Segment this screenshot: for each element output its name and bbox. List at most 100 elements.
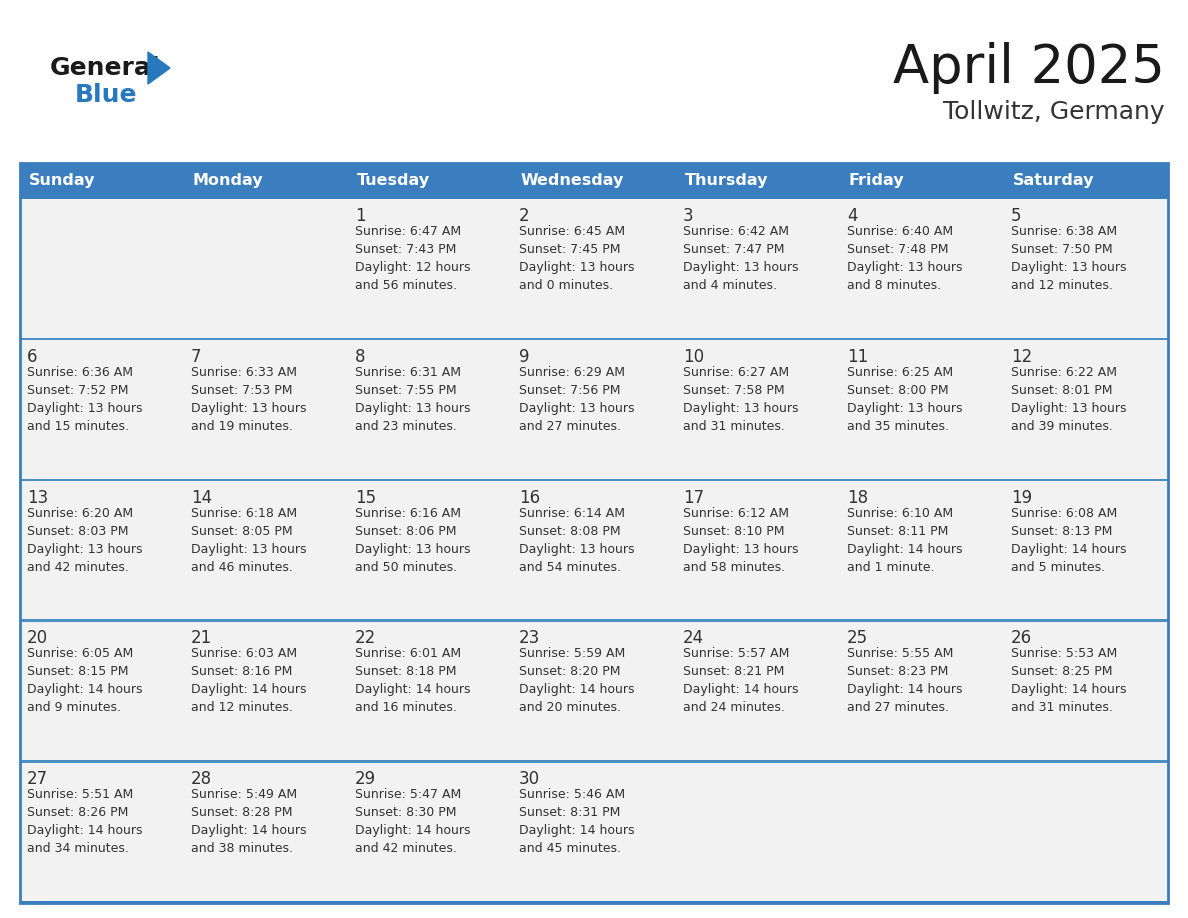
Text: 25: 25 [847, 630, 868, 647]
Text: Sunrise: 5:47 AM
Sunset: 8:30 PM
Daylight: 14 hours
and 42 minutes.: Sunrise: 5:47 AM Sunset: 8:30 PM Dayligh… [355, 789, 470, 856]
Bar [20, 338, 1168, 341]
Bar [512, 481, 676, 621]
Text: Monday: Monday [192, 174, 264, 188]
Bar [20, 760, 1168, 763]
Bar [676, 621, 840, 762]
Text: General: General [50, 56, 160, 80]
Text: Sunrise: 6:31 AM
Sunset: 7:55 PM
Daylight: 13 hours
and 23 minutes.: Sunrise: 6:31 AM Sunset: 7:55 PM Dayligh… [355, 365, 470, 432]
Text: Sunrise: 6:38 AM
Sunset: 7:50 PM
Daylight: 13 hours
and 12 minutes.: Sunrise: 6:38 AM Sunset: 7:50 PM Dayligh… [1011, 225, 1126, 292]
Bar [1004, 621, 1168, 762]
Text: 12: 12 [1011, 348, 1032, 365]
Text: Sunrise: 5:57 AM
Sunset: 8:21 PM
Daylight: 14 hours
and 24 minutes.: Sunrise: 5:57 AM Sunset: 8:21 PM Dayligh… [683, 647, 798, 714]
Bar [840, 340, 1004, 481]
Text: Friday: Friday [849, 174, 904, 188]
Bar [348, 340, 512, 481]
Bar [512, 621, 676, 762]
Bar [840, 621, 1004, 762]
Bar [20, 199, 184, 340]
Text: 30: 30 [519, 770, 541, 789]
Bar [20, 481, 184, 621]
Text: Sunday: Sunday [29, 174, 95, 188]
Bar [676, 481, 840, 621]
Bar [20, 901, 1168, 903]
Bar [1004, 762, 1168, 903]
Text: 19: 19 [1011, 488, 1032, 507]
Text: Sunrise: 6:47 AM
Sunset: 7:43 PM
Daylight: 12 hours
and 56 minutes.: Sunrise: 6:47 AM Sunset: 7:43 PM Dayligh… [355, 225, 470, 292]
Bar [20, 163, 1168, 903]
Bar [676, 340, 840, 481]
Bar [676, 762, 840, 903]
Text: Sunrise: 6:01 AM
Sunset: 8:18 PM
Daylight: 14 hours
and 16 minutes.: Sunrise: 6:01 AM Sunset: 8:18 PM Dayligh… [355, 647, 470, 714]
Text: 22: 22 [355, 630, 377, 647]
Text: 20: 20 [27, 630, 49, 647]
Bar [20, 620, 1168, 621]
Text: 1: 1 [355, 207, 366, 225]
Bar [676, 199, 840, 340]
Bar [1004, 199, 1168, 340]
Bar [184, 762, 348, 903]
Bar [184, 621, 348, 762]
Text: 2: 2 [519, 207, 530, 225]
Bar [20, 621, 184, 762]
Text: Sunrise: 6:10 AM
Sunset: 8:11 PM
Daylight: 14 hours
and 1 minute.: Sunrise: 6:10 AM Sunset: 8:11 PM Dayligh… [847, 507, 962, 574]
Text: 23: 23 [519, 630, 541, 647]
Bar [512, 762, 676, 903]
Text: 24: 24 [683, 630, 704, 647]
Bar [348, 481, 512, 621]
Bar [184, 481, 348, 621]
Bar [1004, 481, 1168, 621]
Text: Sunrise: 6:29 AM
Sunset: 7:56 PM
Daylight: 13 hours
and 27 minutes.: Sunrise: 6:29 AM Sunset: 7:56 PM Dayligh… [519, 365, 634, 432]
Bar [20, 163, 184, 199]
Text: 14: 14 [191, 488, 213, 507]
Text: 27: 27 [27, 770, 49, 789]
Text: 8: 8 [355, 348, 366, 365]
Text: Sunrise: 6:42 AM
Sunset: 7:47 PM
Daylight: 13 hours
and 4 minutes.: Sunrise: 6:42 AM Sunset: 7:47 PM Dayligh… [683, 225, 798, 292]
Bar [840, 199, 1004, 340]
Bar [1004, 340, 1168, 481]
Text: Sunrise: 6:33 AM
Sunset: 7:53 PM
Daylight: 13 hours
and 19 minutes.: Sunrise: 6:33 AM Sunset: 7:53 PM Dayligh… [191, 365, 307, 432]
Text: 29: 29 [355, 770, 377, 789]
Text: Sunrise: 5:51 AM
Sunset: 8:26 PM
Daylight: 14 hours
and 34 minutes.: Sunrise: 5:51 AM Sunset: 8:26 PM Dayligh… [27, 789, 143, 856]
Bar [512, 340, 676, 481]
Text: Tollwitz, Germany: Tollwitz, Germany [943, 100, 1165, 124]
Text: Thursday: Thursday [685, 174, 769, 188]
Text: 26: 26 [1011, 630, 1032, 647]
Text: 3: 3 [683, 207, 694, 225]
Text: Wednesday: Wednesday [522, 174, 625, 188]
Text: 6: 6 [27, 348, 38, 365]
Text: 21: 21 [191, 630, 213, 647]
Text: Sunrise: 6:22 AM
Sunset: 8:01 PM
Daylight: 13 hours
and 39 minutes.: Sunrise: 6:22 AM Sunset: 8:01 PM Dayligh… [1011, 365, 1126, 432]
Text: 4: 4 [847, 207, 858, 225]
Text: Sunrise: 5:46 AM
Sunset: 8:31 PM
Daylight: 14 hours
and 45 minutes.: Sunrise: 5:46 AM Sunset: 8:31 PM Dayligh… [519, 789, 634, 856]
Text: Sunrise: 6:03 AM
Sunset: 8:16 PM
Daylight: 14 hours
and 12 minutes.: Sunrise: 6:03 AM Sunset: 8:16 PM Dayligh… [191, 647, 307, 714]
Bar [20, 762, 184, 903]
Text: Sunrise: 5:59 AM
Sunset: 8:20 PM
Daylight: 14 hours
and 20 minutes.: Sunrise: 5:59 AM Sunset: 8:20 PM Dayligh… [519, 647, 634, 714]
Polygon shape [148, 52, 170, 84]
Text: 10: 10 [683, 348, 704, 365]
Text: Sunrise: 6:40 AM
Sunset: 7:48 PM
Daylight: 13 hours
and 8 minutes.: Sunrise: 6:40 AM Sunset: 7:48 PM Dayligh… [847, 225, 962, 292]
Text: 13: 13 [27, 488, 49, 507]
Text: Saturday: Saturday [1013, 174, 1094, 188]
Bar [676, 163, 840, 199]
Bar [184, 340, 348, 481]
Bar [840, 762, 1004, 903]
Bar [348, 621, 512, 762]
Text: Sunrise: 5:53 AM
Sunset: 8:25 PM
Daylight: 14 hours
and 31 minutes.: Sunrise: 5:53 AM Sunset: 8:25 PM Dayligh… [1011, 647, 1126, 714]
Text: 17: 17 [683, 488, 704, 507]
Text: 5: 5 [1011, 207, 1022, 225]
Text: Sunrise: 6:05 AM
Sunset: 8:15 PM
Daylight: 14 hours
and 9 minutes.: Sunrise: 6:05 AM Sunset: 8:15 PM Dayligh… [27, 647, 143, 714]
Text: 28: 28 [191, 770, 213, 789]
Bar [348, 199, 512, 340]
Bar [512, 163, 676, 199]
Bar [184, 163, 348, 199]
Text: Blue: Blue [75, 83, 138, 107]
Text: Sunrise: 6:14 AM
Sunset: 8:08 PM
Daylight: 13 hours
and 54 minutes.: Sunrise: 6:14 AM Sunset: 8:08 PM Dayligh… [519, 507, 634, 574]
Bar [1004, 163, 1168, 199]
Text: 15: 15 [355, 488, 377, 507]
Text: Tuesday: Tuesday [358, 174, 430, 188]
Text: 16: 16 [519, 488, 541, 507]
Text: Sunrise: 6:27 AM
Sunset: 7:58 PM
Daylight: 13 hours
and 31 minutes.: Sunrise: 6:27 AM Sunset: 7:58 PM Dayligh… [683, 365, 798, 432]
Text: Sunrise: 5:49 AM
Sunset: 8:28 PM
Daylight: 14 hours
and 38 minutes.: Sunrise: 5:49 AM Sunset: 8:28 PM Dayligh… [191, 789, 307, 856]
Text: Sunrise: 6:12 AM
Sunset: 8:10 PM
Daylight: 13 hours
and 58 minutes.: Sunrise: 6:12 AM Sunset: 8:10 PM Dayligh… [683, 507, 798, 574]
Text: Sunrise: 6:16 AM
Sunset: 8:06 PM
Daylight: 13 hours
and 50 minutes.: Sunrise: 6:16 AM Sunset: 8:06 PM Dayligh… [355, 507, 470, 574]
